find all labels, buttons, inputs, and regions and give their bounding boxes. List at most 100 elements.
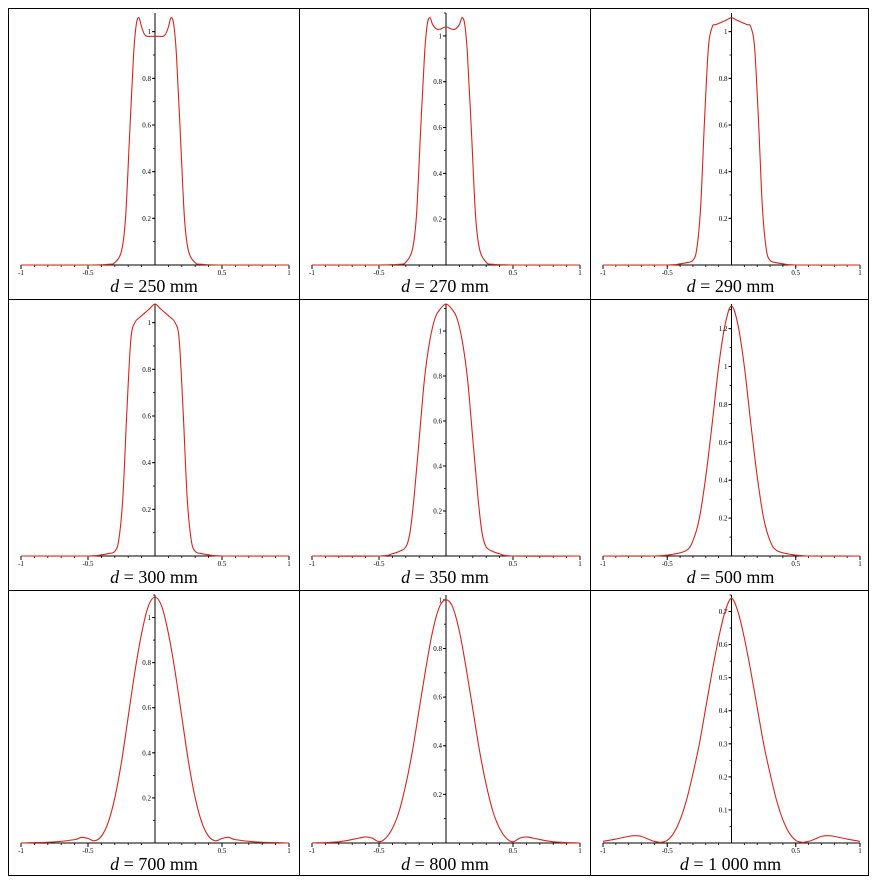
caption-value: = 250 mm: [119, 276, 198, 296]
chart-3: -1 -0.5 0.5 1 0.2 0.4 0.6 0.8 1: [600, 13, 862, 277]
chart-caption: d = 1 000 mm: [591, 854, 870, 875]
y-tick-label: 0.2: [142, 215, 151, 223]
y-tick-label: 0.6: [142, 122, 151, 130]
x-tick-label: 1: [287, 269, 291, 277]
y-tick-label: 0.6: [142, 704, 151, 712]
chart-caption: d = 270 mm: [300, 276, 590, 297]
y-tick-label: 0.8: [142, 75, 151, 83]
chart-8: -1 -0.5 0.5 1 0.2 0.4 0.6 0.8 1: [309, 595, 582, 855]
x-tick-label: -1: [18, 560, 24, 568]
caption-variable: d: [686, 276, 696, 296]
x-tick-label: -0.5: [373, 847, 385, 855]
x-tick-label: 1: [578, 269, 582, 277]
x-tick-label: -0.5: [82, 847, 94, 855]
y-tick-label: 0.4: [719, 477, 728, 485]
caption-value: = 350 mm: [410, 567, 489, 587]
y-tick-label: 0.8: [433, 78, 442, 86]
y-tick-label: 0.2: [433, 508, 442, 516]
x-tick-label: 1: [287, 847, 291, 855]
x-tick-label: 1: [578, 560, 582, 568]
y-tick-label: 0.6: [433, 418, 442, 426]
y-tick-label: 1: [148, 28, 152, 36]
x-tick-label: 1: [858, 847, 862, 855]
chart-9: -1 -0.5 0.5 1 0.1 0.2 0.3 0.4 0.5 0.6 0.7: [600, 594, 862, 855]
chart-7: -1 -0.5 0.5 1 0.2 0.4 0.6 0.8 1: [18, 594, 291, 855]
x-tick-label: 0.5: [218, 560, 227, 568]
y-tick-label: 0.3: [719, 740, 728, 748]
y-tick-label: 0.1: [719, 806, 728, 814]
chart-caption: d = 700 mm: [9, 854, 299, 875]
y-tick-label: 0.2: [433, 791, 442, 799]
y-tick-label: 0.8: [719, 401, 728, 409]
intensity-curve: [602, 17, 861, 266]
caption-variable: d: [110, 854, 120, 874]
caption-variable: d: [401, 567, 411, 587]
x-tick-label: -1: [600, 269, 606, 277]
y-tick-label: 1: [439, 596, 443, 604]
x-tick-label: -0.5: [662, 269, 674, 277]
y-tick-label: 0.6: [719, 122, 728, 130]
x-tick-label: 1: [578, 847, 582, 855]
x-tick-label: 1: [287, 560, 291, 568]
chart-caption: d = 500 mm: [591, 567, 870, 588]
caption-value: = 290 mm: [695, 276, 775, 296]
x-tick-label: -1: [309, 847, 315, 855]
caption-value: = 500 mm: [695, 567, 775, 587]
caption-variable: d: [401, 854, 411, 874]
x-tick-label: 1: [858, 560, 862, 568]
y-tick-label: 0.2: [719, 773, 728, 781]
chart-caption: d = 250 mm: [9, 276, 299, 297]
intensity-curve: [311, 17, 581, 266]
x-tick-label: -0.5: [373, 269, 385, 277]
caption-variable: d: [686, 567, 696, 587]
y-tick-label: 0.4: [142, 168, 151, 176]
caption-value: = 700 mm: [119, 854, 198, 874]
y-tick-label: 0.4: [142, 749, 151, 757]
y-tick-label: 0.4: [142, 459, 151, 467]
y-tick-label: 0.6: [433, 694, 442, 702]
grid-divider-horizontal: [9, 299, 868, 300]
y-tick-label: 1: [148, 614, 152, 622]
x-tick-label: -1: [600, 847, 606, 855]
chart-caption: d = 350 mm: [300, 567, 590, 588]
y-tick-label: 1: [439, 32, 443, 40]
y-tick-label: 0.6: [433, 124, 442, 132]
x-tick-label: -0.5: [82, 269, 94, 277]
caption-variable: d: [401, 276, 411, 296]
x-tick-label: -1: [600, 560, 606, 568]
chart-5: -1 -0.5 0.5 1 0.2 0.4 0.6 0.8 1: [309, 303, 582, 568]
x-tick-label: -1: [18, 847, 24, 855]
y-tick-label: 0.7: [719, 608, 728, 616]
y-tick-label: 0.2: [433, 216, 442, 224]
grid-divider-vertical: [590, 9, 591, 875]
x-tick-label: 0.5: [791, 269, 800, 277]
chart-caption: d = 800 mm: [300, 854, 590, 875]
grid-divider-horizontal: [9, 590, 868, 591]
intensity-curve: [311, 303, 581, 557]
x-tick-label: -1: [18, 269, 24, 277]
y-tick-label: 0.6: [719, 641, 728, 649]
y-tick-label: 0.4: [433, 742, 442, 750]
y-tick-label: 0.2: [142, 506, 151, 514]
intensity-curve: [602, 597, 861, 843]
x-tick-label: -0.5: [662, 560, 674, 568]
x-tick-label: -0.5: [373, 560, 385, 568]
y-tick-label: 0.2: [719, 515, 728, 523]
y-tick-label: 0.2: [142, 794, 151, 802]
y-tick-label: 0.4: [433, 170, 442, 178]
y-tick-label: 0.8: [142, 366, 151, 374]
y-tick-label: 0.8: [719, 75, 728, 83]
chart-1: -1 -0.5 0.5 1 0.2 0.4 0.6 0.8 1: [18, 13, 291, 277]
intensity-curve: [20, 596, 290, 844]
caption-variable: d: [679, 854, 689, 874]
caption-value: = 300 mm: [119, 567, 198, 587]
chart-6: -1 -0.5 0.5 1 0.2 0.4 0.6 0.8 1 1.2: [600, 304, 862, 568]
x-tick-label: 0.5: [791, 847, 800, 855]
x-tick-label: 0.5: [509, 269, 518, 277]
caption-value: = 1 000 mm: [688, 854, 782, 874]
y-tick-label: 1: [724, 363, 728, 371]
y-tick-label: 0.8: [433, 373, 442, 381]
x-tick-label: -0.5: [82, 560, 94, 568]
x-tick-label: -1: [309, 560, 315, 568]
y-tick-label: 0.8: [142, 659, 151, 667]
